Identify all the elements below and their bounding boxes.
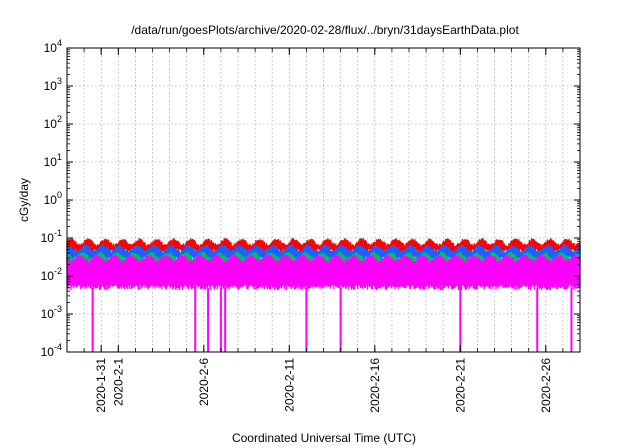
x-axis-title: Coordinated Universal Time (UTC) — [232, 431, 416, 445]
x-tick-label: 2020-1-31 — [94, 358, 108, 413]
y-tick-exponent: 2 — [57, 114, 62, 124]
y-tick-exponent: 3 — [57, 76, 62, 86]
y-tick-base: 10 — [41, 269, 55, 283]
x-tick-label: 2020-2-1 — [111, 358, 125, 406]
y-tick-exponent: -4 — [54, 342, 62, 352]
x-tick-label: 2020-2-6 — [197, 358, 211, 406]
x-tick-label: 2020-2-21 — [453, 358, 467, 413]
y-tick-exponent: -1 — [54, 228, 62, 238]
y-tick-label: 10-2 — [41, 266, 62, 283]
y-tick-label: 10-3 — [41, 304, 62, 321]
data-layer — [66, 238, 581, 352]
y-axis-title: cGy/day — [17, 178, 31, 222]
y-tick-exponent: 1 — [57, 152, 62, 162]
y-tick-label: 101 — [44, 152, 62, 169]
y-tick-label: 10-1 — [41, 228, 62, 245]
chart-title: /data/run/goesPlots/archive/2020-02-28/f… — [131, 23, 519, 37]
y-tick-base: 10 — [44, 79, 58, 93]
y-tick-base: 10 — [44, 193, 58, 207]
y-tick-base: 10 — [44, 117, 58, 131]
x-tick-label: 2020-2-26 — [539, 358, 553, 413]
y-tick-base: 10 — [41, 345, 55, 359]
series-path-3 — [66, 254, 581, 291]
y-tick-base: 10 — [44, 41, 58, 55]
y-tick-label: 100 — [44, 190, 62, 207]
y-tick-base: 10 — [44, 155, 58, 169]
series-band-3 — [66, 254, 581, 291]
x-tick-label: 2020-2-16 — [368, 358, 382, 413]
y-tick-label: 102 — [44, 114, 62, 131]
y-tick-exponent: -2 — [54, 266, 62, 276]
y-tick-exponent: 4 — [57, 38, 62, 48]
y-tick-label: 10-4 — [41, 342, 62, 359]
y-tick-base: 10 — [41, 231, 55, 245]
tick-layer: 10-410-310-210-11001011021031042020-1-31… — [41, 38, 581, 413]
y-tick-exponent: -3 — [54, 304, 62, 314]
y-tick-base: 10 — [41, 307, 55, 321]
y-tick-label: 103 — [44, 76, 62, 93]
x-tick-label: 2020-2-11 — [282, 358, 296, 412]
y-tick-exponent: 0 — [57, 190, 62, 200]
grid-layer — [67, 47, 580, 353]
y-tick-label: 104 — [44, 38, 62, 55]
